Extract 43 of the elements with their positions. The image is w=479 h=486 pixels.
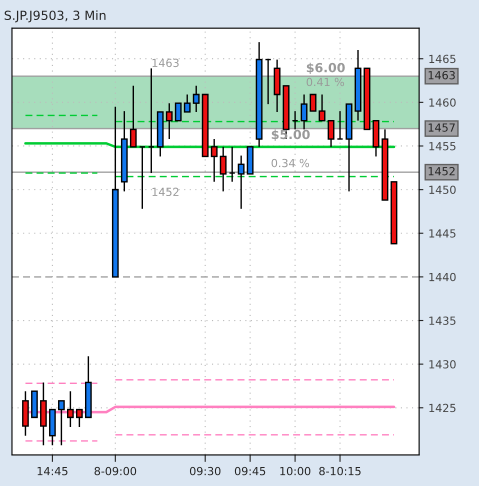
candlestick bbox=[67, 390, 74, 428]
annotation: $6.00 bbox=[306, 62, 345, 74]
ref-line-label: 1457 bbox=[428, 124, 455, 132]
candlestick bbox=[238, 154, 245, 210]
x-tick-label: 09:30 bbox=[190, 466, 220, 476]
y-tick-label: 1460 bbox=[429, 98, 456, 107]
y-tick-label: 1455 bbox=[429, 142, 456, 150]
ref-line-label: 1452 bbox=[428, 166, 455, 176]
candlestick bbox=[310, 94, 316, 112]
y-tick-label: 1450 bbox=[429, 186, 456, 194]
candlestick bbox=[174, 102, 182, 122]
y-tick-label: 1435 bbox=[429, 316, 456, 325]
y-tick-label: 1425 bbox=[429, 404, 456, 412]
candlestick bbox=[130, 85, 137, 148]
y-tick-label: 1440 bbox=[429, 272, 456, 282]
x-tick-label: 10:00 bbox=[280, 466, 310, 476]
annotation: 1452 bbox=[152, 188, 178, 196]
y-tick-label: 1465 bbox=[429, 54, 456, 64]
chart-title: S.JP.J9503, 3 Min bbox=[4, 10, 106, 22]
x-tick-label: 14:45 bbox=[38, 467, 68, 476]
candlestick bbox=[192, 85, 200, 113]
annotation: 0.34 % bbox=[272, 158, 310, 168]
candlestick bbox=[184, 94, 191, 113]
ref-line-label: 1463 bbox=[428, 71, 455, 80]
candlestick bbox=[264, 58, 272, 105]
candlestick bbox=[300, 94, 308, 130]
candlestick bbox=[138, 146, 146, 210]
x-tick-label: 8-09:00 bbox=[94, 466, 136, 476]
x-tick-label: 8-10:15 bbox=[319, 466, 361, 476]
candlestick bbox=[328, 120, 334, 148]
candlestick bbox=[292, 110, 298, 130]
y-tick-label: 1430 bbox=[429, 360, 456, 369]
candlestick bbox=[58, 400, 65, 446]
candlestick bbox=[210, 138, 218, 182]
y-tick-label: 1445 bbox=[429, 229, 456, 238]
x-tick-label: 09:45 bbox=[234, 466, 266, 476]
candlestick bbox=[166, 102, 173, 140]
candlestick bbox=[76, 408, 83, 428]
candlestick bbox=[220, 146, 227, 192]
annotation: 1463 bbox=[152, 58, 179, 68]
candlestick bbox=[318, 94, 326, 122]
annotation: 0.41 % bbox=[306, 78, 344, 86]
candlestick bbox=[148, 68, 155, 174]
